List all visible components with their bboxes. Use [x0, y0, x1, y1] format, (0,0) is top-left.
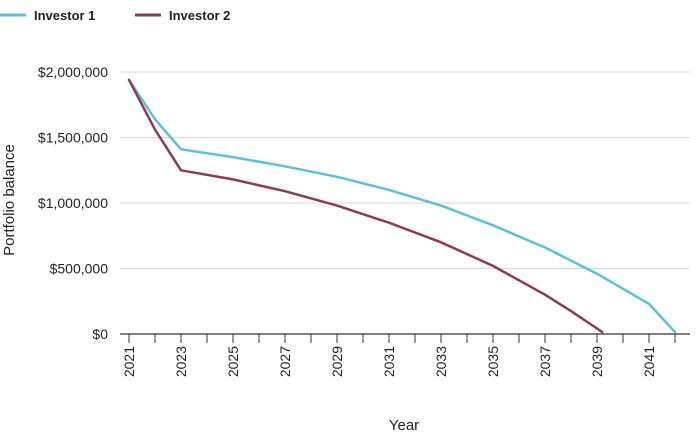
legend-label-1: Investor 1 — [34, 8, 95, 23]
x-tick-label: 2027 — [277, 346, 293, 377]
grid-lines — [120, 71, 690, 269]
legend-label-2: Investor 2 — [169, 8, 230, 23]
series-line-2 — [127, 78, 604, 334]
legend: Investor 1 Investor 2 — [0, 8, 230, 23]
x-tick-label: 2033 — [433, 346, 449, 377]
x-axis-label: Year — [389, 417, 419, 434]
x-tick-label: 2025 — [225, 346, 241, 377]
x-tick-label: 2041 — [641, 346, 657, 377]
x-tick-label: 2023 — [173, 346, 189, 377]
x-axis: 2021 2023 2025 2027 2029 2031 2033 2035 2037 2039… — [120, 333, 690, 377]
y-axis: $0 $500,000 $1,000,000 $1,500,000 $2,000,000 — [38, 64, 108, 342]
y-tick-label: $500,000 — [50, 261, 109, 277]
series-group — [127, 78, 677, 334]
series-line-1 — [127, 78, 677, 334]
x-tick-label: 2039 — [589, 346, 605, 377]
x-tick-label: 2031 — [381, 346, 397, 377]
x-tick-label: 2029 — [329, 346, 345, 377]
y-tick-label: $0 — [92, 326, 108, 342]
x-tick-label: 2021 — [121, 346, 137, 377]
y-tick-label: $1,500,000 — [38, 130, 108, 146]
y-tick-label: $1,000,000 — [38, 195, 108, 211]
x-tick-label: 2037 — [537, 346, 553, 377]
y-tick-label: $2,000,000 — [38, 64, 108, 80]
x-tick-label: 2035 — [485, 346, 501, 377]
y-axis-label: Portfolio balance — [1, 144, 18, 256]
